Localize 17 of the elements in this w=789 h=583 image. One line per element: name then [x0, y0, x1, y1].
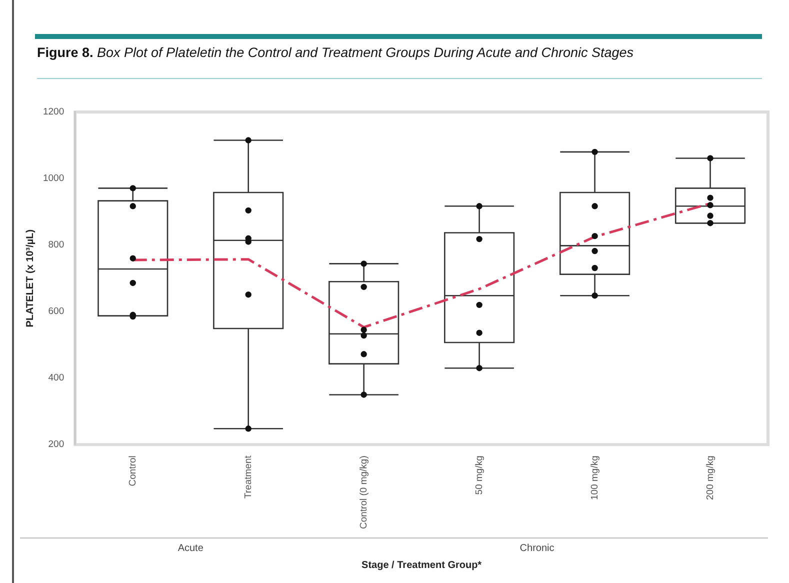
- y-axis-title: PLATELET (x 10³/µL): [24, 229, 36, 328]
- y-tick-label: 1200: [42, 106, 64, 118]
- text: Acute: [178, 542, 204, 554]
- x-tick-label: 200 mg/kg: [704, 456, 716, 500]
- x-tick-label: Control (0 mg/kg): [358, 456, 370, 530]
- y-tick-label: 400: [48, 372, 64, 384]
- text: Chronic: [520, 542, 554, 554]
- x-axis-title: Stage / Treatment Group*: [362, 560, 482, 571]
- x-tick-label: 50 mg/kg: [474, 456, 485, 495]
- y-tick-label: 800: [48, 240, 64, 251]
- y-tick-label: 600: [48, 306, 64, 318]
- x-tick-label: 100 mg/kg: [589, 456, 600, 500]
- x-tick-label: Control: [128, 456, 138, 486]
- y-tick-label: 200: [48, 439, 64, 450]
- chart-title: Figure 8. Box Plot of Plateletin the Control and Treatment Groups During Acute and Chronic Stages: [37, 45, 634, 60]
- y-tick-label: 1000: [42, 173, 64, 184]
- x-tick-label: Treatment: [242, 455, 254, 499]
